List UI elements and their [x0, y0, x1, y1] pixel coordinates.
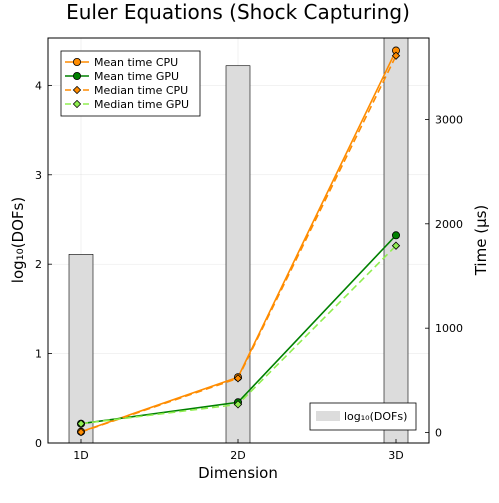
- data-point: [76, 419, 86, 428]
- x-axis-label: Dimension: [198, 464, 278, 482]
- y-axis-left-label: log₁₀(DOFs): [9, 197, 27, 283]
- y-left-tick-label: 1: [35, 348, 42, 361]
- y-left-tick-label: 3: [35, 169, 42, 182]
- legend-bars-label: log₁₀(DOFs): [344, 410, 407, 423]
- data-point: [391, 241, 401, 250]
- bar: [225, 65, 251, 444]
- y-right-tick-label: 2000: [435, 218, 463, 231]
- bar: [383, 37, 409, 444]
- data-point: [73, 72, 82, 81]
- legend-bars-swatch: [316, 411, 340, 421]
- y-axis-right-label: Time (µs): [472, 205, 490, 277]
- legend-bars: log₁₀(DOFs): [309, 402, 417, 431]
- y-axis-right: 0 1000 2000 3000: [425, 113, 463, 440]
- data-point: [233, 374, 243, 383]
- data-point: [391, 231, 400, 240]
- y-left-tick-label: 2: [35, 258, 42, 271]
- legend-series-label: Median time GPU: [94, 98, 189, 111]
- bar: [68, 254, 94, 444]
- data-point: [76, 427, 86, 437]
- x-axis: 1D 2D 3D: [73, 439, 404, 462]
- data-point: [72, 85, 82, 95]
- y-right-tick-label: 0: [435, 427, 442, 440]
- plot-frame: [47, 37, 430, 444]
- chart-title: Euler Equations (Shock Capturing): [66, 0, 410, 24]
- y-axis-left: 0 1 2 3 4: [35, 79, 52, 450]
- data-point: [72, 99, 82, 109]
- series-lines: [76, 46, 401, 437]
- data-point: [391, 51, 401, 60]
- legend-series-label: Median time CPU: [94, 84, 188, 97]
- y-right-tick-label: 1000: [435, 322, 463, 335]
- x-tick-label: 1D: [73, 449, 88, 462]
- data-point: [73, 58, 82, 67]
- x-tick-label: 3D: [388, 449, 403, 462]
- legend-series-label: Mean time GPU: [94, 70, 179, 83]
- x-tick-label: 2D: [230, 449, 245, 462]
- y-left-tick-label: 4: [35, 79, 42, 92]
- legend-series-label: Mean time CPU: [94, 56, 178, 69]
- y-right-tick-label: 3000: [435, 113, 463, 126]
- y-left-tick-label: 0: [35, 437, 42, 450]
- data-point: [233, 400, 243, 409]
